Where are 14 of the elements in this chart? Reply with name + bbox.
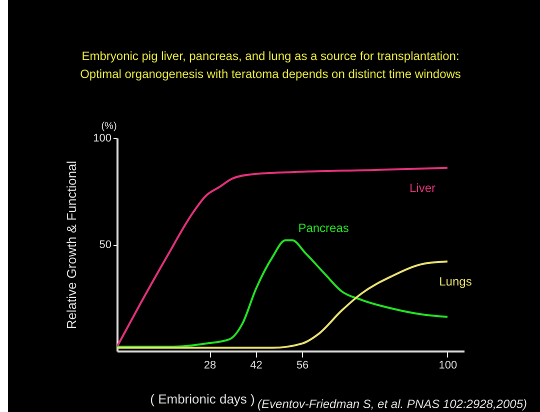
series-label: Pancreas (298, 221, 349, 236)
series-label: Lungs (439, 274, 472, 289)
x-axis-title: ( Embrionic days ) (150, 392, 255, 406)
text: (Eventov-Friedman S, et al. PNAS 102:2928,2005) (258, 397, 527, 411)
chart-title: Embryonic pig liver, pancreas, and lung as a source for transplantation: (82, 49, 460, 63)
y-tick-label: 50 (99, 239, 112, 251)
y-axis-title: Relative Growth & Functional (64, 160, 80, 330)
x-tick-label: 42 (250, 360, 262, 372)
x-tick-label: 100 (438, 360, 458, 372)
x-tick-label: 56 (296, 360, 309, 372)
text: (%) (101, 121, 117, 132)
series-label: Liver (409, 180, 436, 195)
chart-subtitle: Optimal organogenesis with teratoma depends on distinct time windows (80, 67, 461, 81)
x-tick-label: 28 (204, 360, 216, 372)
